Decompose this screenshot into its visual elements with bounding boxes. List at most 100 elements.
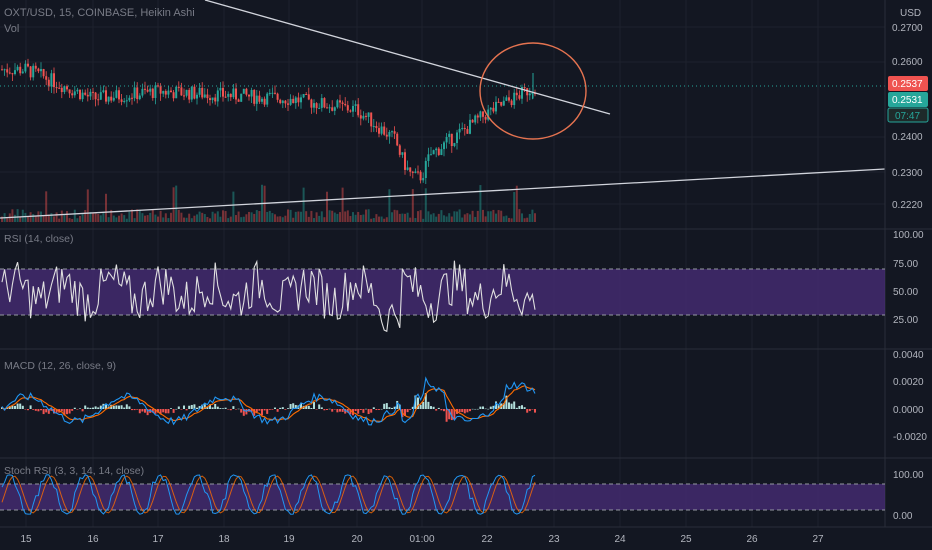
candle-body: [125, 100, 128, 102]
macd-hist-bar: [268, 409, 271, 410]
candle-body: [513, 92, 516, 106]
volume-bar: [427, 211, 430, 222]
volume-bar: [14, 214, 16, 222]
candle-body: [515, 92, 518, 96]
macd-hist-bar: [131, 409, 133, 411]
volume-bar: [227, 218, 230, 222]
volume-bar: [274, 214, 276, 222]
candle-body: [58, 87, 61, 89]
candle-body: [279, 99, 282, 104]
volume-bar: [406, 212, 409, 222]
volume-bar: [107, 217, 110, 222]
ascending-trendline[interactable]: [0, 168, 886, 219]
macd-hist-bar: [136, 409, 139, 410]
symbol-title: OXT/USD, 15, COINBASE, Heikin Ashi: [4, 7, 195, 19]
macd-hist-bar: [128, 406, 131, 409]
macd-hist-bar: [196, 407, 198, 409]
descending-trendline[interactable]: [204, 0, 611, 115]
volume-bar: [339, 212, 341, 222]
candle-body: [297, 97, 300, 103]
candle-body: [240, 93, 243, 102]
candle-body: [203, 94, 206, 98]
annotation-circle[interactable]: [479, 42, 587, 140]
macd-hist-bar: [482, 406, 484, 409]
candle-body: [484, 116, 487, 120]
rsi-axis[interactable]: 100.00 75.00 50.00 25.00: [893, 230, 924, 326]
volume-bar: [294, 211, 297, 222]
macd-axis[interactable]: 0.0040 0.0020 0.0000 -0.0020: [893, 350, 927, 443]
candle-body: [445, 136, 448, 143]
candle-body: [375, 125, 378, 129]
candle-body: [359, 115, 362, 119]
price-axis-unit: USD: [900, 8, 921, 19]
macd-pane[interactable]: MACD (12, 26, close, 9): [1, 360, 536, 426]
candle-body: [198, 87, 201, 95]
volume-bar: [276, 216, 279, 222]
volume-bar: [328, 210, 331, 222]
candle-body: [53, 73, 55, 88]
time-tick: 16: [87, 534, 99, 545]
volume-bar: [6, 218, 9, 222]
volume-bar: [258, 211, 261, 222]
macd-hist-bar: [21, 405, 24, 409]
candle-body: [372, 125, 375, 127]
time-tick: 22: [481, 534, 493, 545]
candle-body: [440, 149, 443, 155]
volume-bar: [367, 209, 370, 222]
rsi-tick: 25.00: [893, 315, 918, 326]
volume-bar: [476, 210, 479, 222]
candle-body: [471, 119, 474, 123]
macd-hist-bar: [440, 409, 443, 411]
stoch-rsi-pane[interactable]: Stoch RSI (3, 3, 14, 14, close): [0, 465, 885, 515]
candle-body: [68, 89, 71, 94]
volume-bar: [1, 216, 3, 222]
macd-tick: -0.0020: [893, 432, 927, 443]
candle-body: [367, 112, 370, 117]
macd-hist-bar: [391, 407, 393, 409]
candle-body: [120, 99, 123, 102]
macd-hist-bar: [222, 408, 224, 409]
price-pane[interactable]: OXT/USD, 15, COINBASE, Heikin Ashi Vol: [0, 0, 886, 222]
macd-hist-bar: [250, 409, 253, 413]
candle-body: [219, 87, 222, 91]
macd-hist-bar: [206, 406, 209, 409]
rsi-pane[interactable]: RSI (14, close): [0, 233, 885, 333]
macd-hist-bar: [157, 409, 159, 413]
macd-hist-bar: [29, 405, 32, 409]
macd-hist-bar: [45, 409, 48, 413]
candle-body: [32, 65, 35, 78]
volume-bar: [255, 210, 258, 222]
stoch-axis[interactable]: 100.00 0.00: [893, 470, 924, 522]
volume-bar: [214, 213, 217, 222]
candle-body: [505, 97, 508, 101]
candle-body: [141, 88, 144, 96]
candle-body: [396, 133, 399, 146]
candle-body: [502, 100, 505, 106]
candle-body: [388, 131, 391, 137]
time-axis[interactable]: 15 16 17 18 19 20 01:00 22 23 24 25 26 27: [20, 534, 824, 545]
rsi-tick: 100.00: [893, 230, 924, 241]
volume-bar: [198, 211, 201, 222]
candle-body: [422, 178, 425, 181]
macd-hist-bar: [479, 406, 482, 409]
macd-hist-bar: [523, 407, 526, 409]
price-axis[interactable]: USD 0.2700 0.2600 0.2400 0.2300 0.2220 0…: [887, 8, 929, 211]
macd-hist-bar: [495, 401, 497, 409]
volume-bar: [177, 209, 180, 222]
candle-body: [344, 103, 347, 106]
volume-bar: [471, 210, 474, 222]
macd-signal-line: [1, 385, 536, 422]
stoch-k-line: [1, 474, 536, 515]
candle-body: [521, 86, 523, 99]
candle-body: [281, 100, 284, 104]
volume-bar: [393, 209, 396, 222]
candle-body: [497, 101, 500, 103]
macd-hist-bar: [79, 408, 81, 409]
candle-body: [370, 112, 373, 127]
volume-bar: [466, 213, 469, 222]
candle-body: [336, 100, 339, 108]
candle-body: [534, 93, 536, 95]
macd-hist-bar: [518, 405, 521, 409]
volume-bar: [432, 213, 435, 222]
